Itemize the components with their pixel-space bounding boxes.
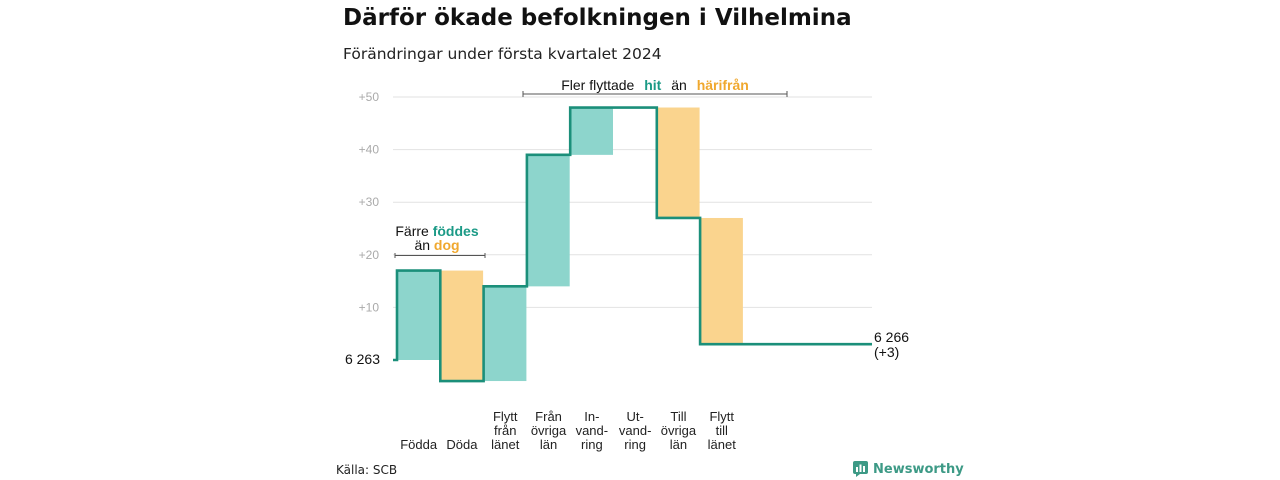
y-tick-label: +10 (359, 300, 380, 314)
svg-text:Fler flyttade hit: Fler flyttade hit än härifrån (561, 77, 749, 93)
births-annotation-bracket (394, 253, 486, 258)
moves-annotation-than: än (671, 77, 687, 93)
y-tick-label: +50 (359, 90, 380, 104)
category-label: Till (670, 409, 686, 424)
end-value-label: 6 266 (874, 329, 909, 345)
category-label: Ut- (626, 409, 643, 424)
category-label: Födda (400, 437, 438, 452)
y-tick-label: +20 (359, 248, 380, 262)
category-label: län (670, 437, 687, 452)
category-label: länet (708, 437, 737, 452)
category-label: Döda (446, 437, 478, 452)
category-label: Flytt (709, 409, 734, 424)
category-label: övriga (661, 423, 697, 438)
brand-name: Newsworthy (873, 461, 964, 477)
moves-annotation-more: Fler flyttade (561, 77, 634, 93)
category-label: länet (491, 437, 520, 452)
svg-text:Färre föddes: Färre föddes (395, 223, 478, 239)
chart-subtitle: Förändringar under första kvartalet 2024 (343, 45, 662, 63)
category-label: Från (535, 409, 562, 424)
bar-1 (397, 270, 440, 360)
category-label: ring (624, 437, 646, 452)
category-label: övriga (531, 423, 567, 438)
newsworthy-brand[interactable]: Newsworthy (853, 461, 964, 477)
newsworthy-logo-icon (853, 461, 868, 477)
moves-annotation-here: hit (644, 77, 661, 93)
cumulative-step-line (393, 106, 872, 383)
births-annotation-died: dog (434, 237, 460, 253)
bar-4 (526, 154, 570, 287)
category-label: In- (584, 409, 599, 424)
start-value-label: 6 263 (345, 351, 380, 367)
bar-7 (656, 107, 700, 218)
births-annotation-than: än (414, 237, 430, 253)
chart-title: Därför ökade befolkningen i Vilhelmina (343, 5, 852, 31)
y-tick-label: +40 (359, 143, 380, 157)
category-label: från (494, 423, 516, 438)
births-annotation-fewer: Färre (395, 223, 429, 239)
source-note: Källa: SCB (336, 463, 398, 477)
category-label: ring (581, 437, 603, 452)
y-tick-label: +30 (359, 195, 380, 209)
category-label: vand- (619, 423, 652, 438)
births-annotation-born: föddes (433, 223, 479, 239)
moves-annotation-bracket (522, 91, 788, 97)
svg-text:än dog: än dog (414, 237, 459, 253)
bar-5 (570, 107, 613, 155)
bar-3 (483, 286, 527, 382)
bar-2 (440, 270, 484, 382)
moves-annotation-away: härifrån (697, 77, 749, 93)
births-annotation: Färre föddes än dog (394, 223, 486, 258)
category-label: till (716, 423, 728, 438)
category-label: Flytt (493, 409, 518, 424)
end-change-label: (+3) (874, 344, 899, 360)
category-label: län (540, 437, 557, 452)
moves-annotation: Fler flyttade hit än härifrån (522, 77, 788, 97)
category-label: vand- (576, 423, 609, 438)
bar-8 (700, 217, 743, 345)
